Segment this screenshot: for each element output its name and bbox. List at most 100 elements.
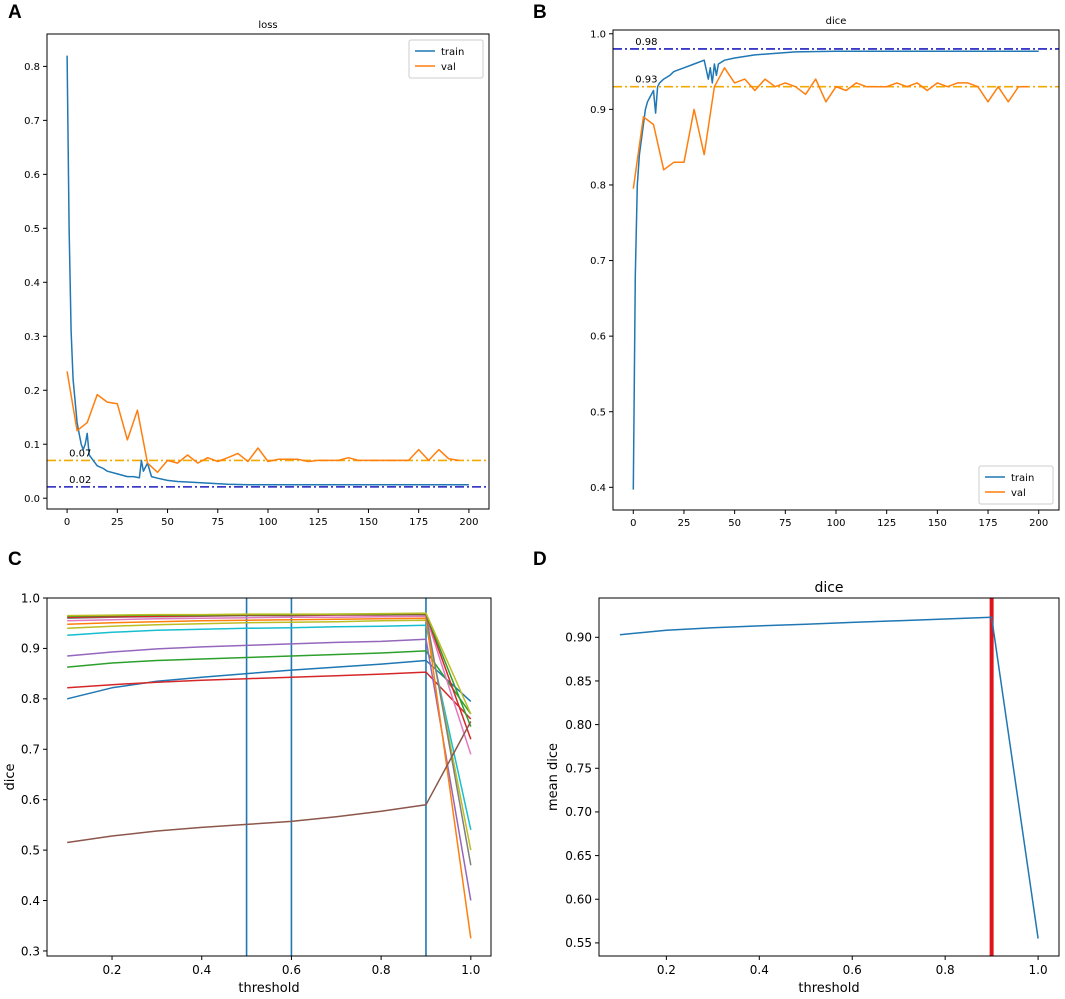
plot-area (613, 48, 1059, 490)
y-tick-label: 0.8 (21, 692, 40, 706)
legend: train val (408, 39, 484, 79)
y-tick-label: 0.8 (24, 62, 40, 73)
series-line-val (632, 67, 1029, 189)
reference-line-label: 0.07 (69, 448, 91, 459)
panel-label-a: A (8, 2, 22, 23)
series-line-series-5 (67, 624, 472, 831)
plot-area (67, 598, 472, 956)
x-tick-label: 200 (459, 517, 478, 528)
y-tick-label: 0.9 (590, 105, 606, 116)
y-tick-label: 0.4 (590, 483, 606, 494)
series-line-series-8 (67, 615, 472, 755)
axes-frame (46, 597, 492, 957)
chart-dice-threshold: 0.2 0.4 0.6 0.8 1.0 0.3 0.4 0.5 0.6 0.7 0.8 0.9 1.0 t… (3, 591, 492, 996)
x-tick-label: 50 (728, 518, 741, 529)
x-tick-label: 150 (928, 518, 947, 529)
x-tick-label: 1.0 (1029, 963, 1048, 977)
series-line-series-2 (67, 671, 472, 720)
chart-mean-dice: 0.2 0.4 0.6 0.8 1.0 0.55 0.60 0.65 0.70 0.75 0.80 0… (546, 580, 1060, 996)
y-tick-label: 0.3 (24, 332, 40, 343)
x-tick-label: 100 (258, 517, 277, 528)
x-tick-label: 0.8 (372, 963, 391, 977)
reference-line-label: 0.98 (635, 37, 657, 48)
y-axis-label: mean dice (546, 743, 561, 811)
y-tick-label: 0.6 (590, 332, 606, 343)
y-tick-label: 0.6 (21, 793, 40, 807)
y-tick-label: 0.90 (565, 631, 592, 645)
x-tick-label: 125 (309, 517, 328, 528)
x-tick-label: 150 (359, 517, 378, 528)
x-tick-label: 0.6 (282, 963, 301, 977)
y-tick-label: 0.65 (565, 849, 592, 863)
series-line-series-7 (67, 617, 472, 939)
x-tick-label: 0.4 (750, 963, 769, 977)
legend-label-train: train (1011, 473, 1034, 484)
x-tick-label: 0.6 (843, 963, 862, 977)
y-tick-label: 0.4 (21, 894, 40, 908)
x-tick-label: 175 (978, 518, 997, 529)
series-line-series-6 (67, 619, 472, 851)
axes-frame (612, 29, 1060, 511)
reference-line-label: 0.02 (69, 475, 91, 486)
series-line-series-11 (67, 612, 472, 727)
plot-area (47, 55, 489, 488)
chart-loss: 0.07 0.02 0 25 50 75 100 125 150 175 200 0.0 0.1 0.2 0… (24, 20, 490, 528)
x-tick-label: 175 (409, 517, 428, 528)
series-line-series-12 (67, 612, 472, 715)
series-line-series-1 (619, 616, 1039, 939)
axes-frame (598, 597, 1060, 957)
x-tick-label: 100 (826, 518, 845, 529)
legend-label-val: val (441, 62, 456, 73)
chart-title: loss (258, 20, 277, 31)
y-tick-label: 0.7 (24, 116, 40, 127)
series-line-series-10 (67, 613, 472, 740)
x-tick-label: 0.2 (657, 963, 676, 977)
y-tick-label: 0.80 (565, 718, 592, 732)
series-line-series-3 (67, 650, 472, 715)
x-tick-label: 75 (211, 517, 224, 528)
y-tick-label: 1.0 (590, 29, 606, 40)
series-line-val (66, 371, 460, 474)
x-axis-label: threshold (798, 981, 859, 995)
x-tick-label: 75 (779, 518, 792, 529)
y-tick-label: 0.2 (24, 386, 40, 397)
x-tick-label: 0 (64, 517, 70, 528)
legend: train val (978, 465, 1054, 505)
y-tick-label: 0.7 (590, 256, 606, 267)
y-tick-label: 0.6 (24, 170, 40, 181)
y-tick-label: 1.0 (21, 591, 40, 605)
legend-box (408, 39, 484, 79)
x-tick-label: 1.0 (461, 963, 480, 977)
x-tick-label: 25 (111, 517, 124, 528)
y-tick-label: 0.75 (565, 762, 592, 776)
chart-title: dice (826, 16, 847, 27)
y-tick-label: 0.8 (590, 181, 606, 192)
y-tick-label: 0.5 (21, 843, 40, 857)
legend-label-train: train (441, 47, 464, 58)
panel-label-c: C (8, 549, 22, 570)
series-line-train (66, 55, 469, 486)
y-tick-label: 0.55 (565, 936, 592, 950)
y-tick-label: 0.4 (24, 278, 40, 289)
legend-label-val: val (1011, 488, 1026, 499)
y-tick-label: 0.5 (24, 224, 40, 235)
x-tick-label: 0 (630, 518, 636, 529)
x-tick-label: 0.8 (936, 963, 955, 977)
panel-label-b: B (533, 2, 547, 23)
panel-label-d: D (533, 549, 547, 570)
x-tick-label: 200 (1029, 518, 1048, 529)
axes-frame (46, 33, 490, 510)
y-axis-label: dice (3, 763, 18, 790)
y-tick-label: 0.60 (565, 893, 592, 907)
x-tick-label: 125 (877, 518, 896, 529)
chart-dice-training: 0.98 0.93 0 25 50 75 100 125 150 175 200 0.4 0.5 0.6 0… (590, 16, 1060, 529)
series-line-series-1 (67, 659, 472, 702)
y-tick-label: 0.85 (565, 674, 592, 688)
y-tick-label: 0.5 (590, 407, 606, 418)
x-tick-label: 0.2 (102, 963, 121, 977)
y-tick-label: 0.9 (21, 642, 40, 656)
y-tick-label: 0.1 (24, 440, 40, 451)
series-line-train (632, 50, 1039, 490)
series-line-series-4 (67, 638, 472, 901)
